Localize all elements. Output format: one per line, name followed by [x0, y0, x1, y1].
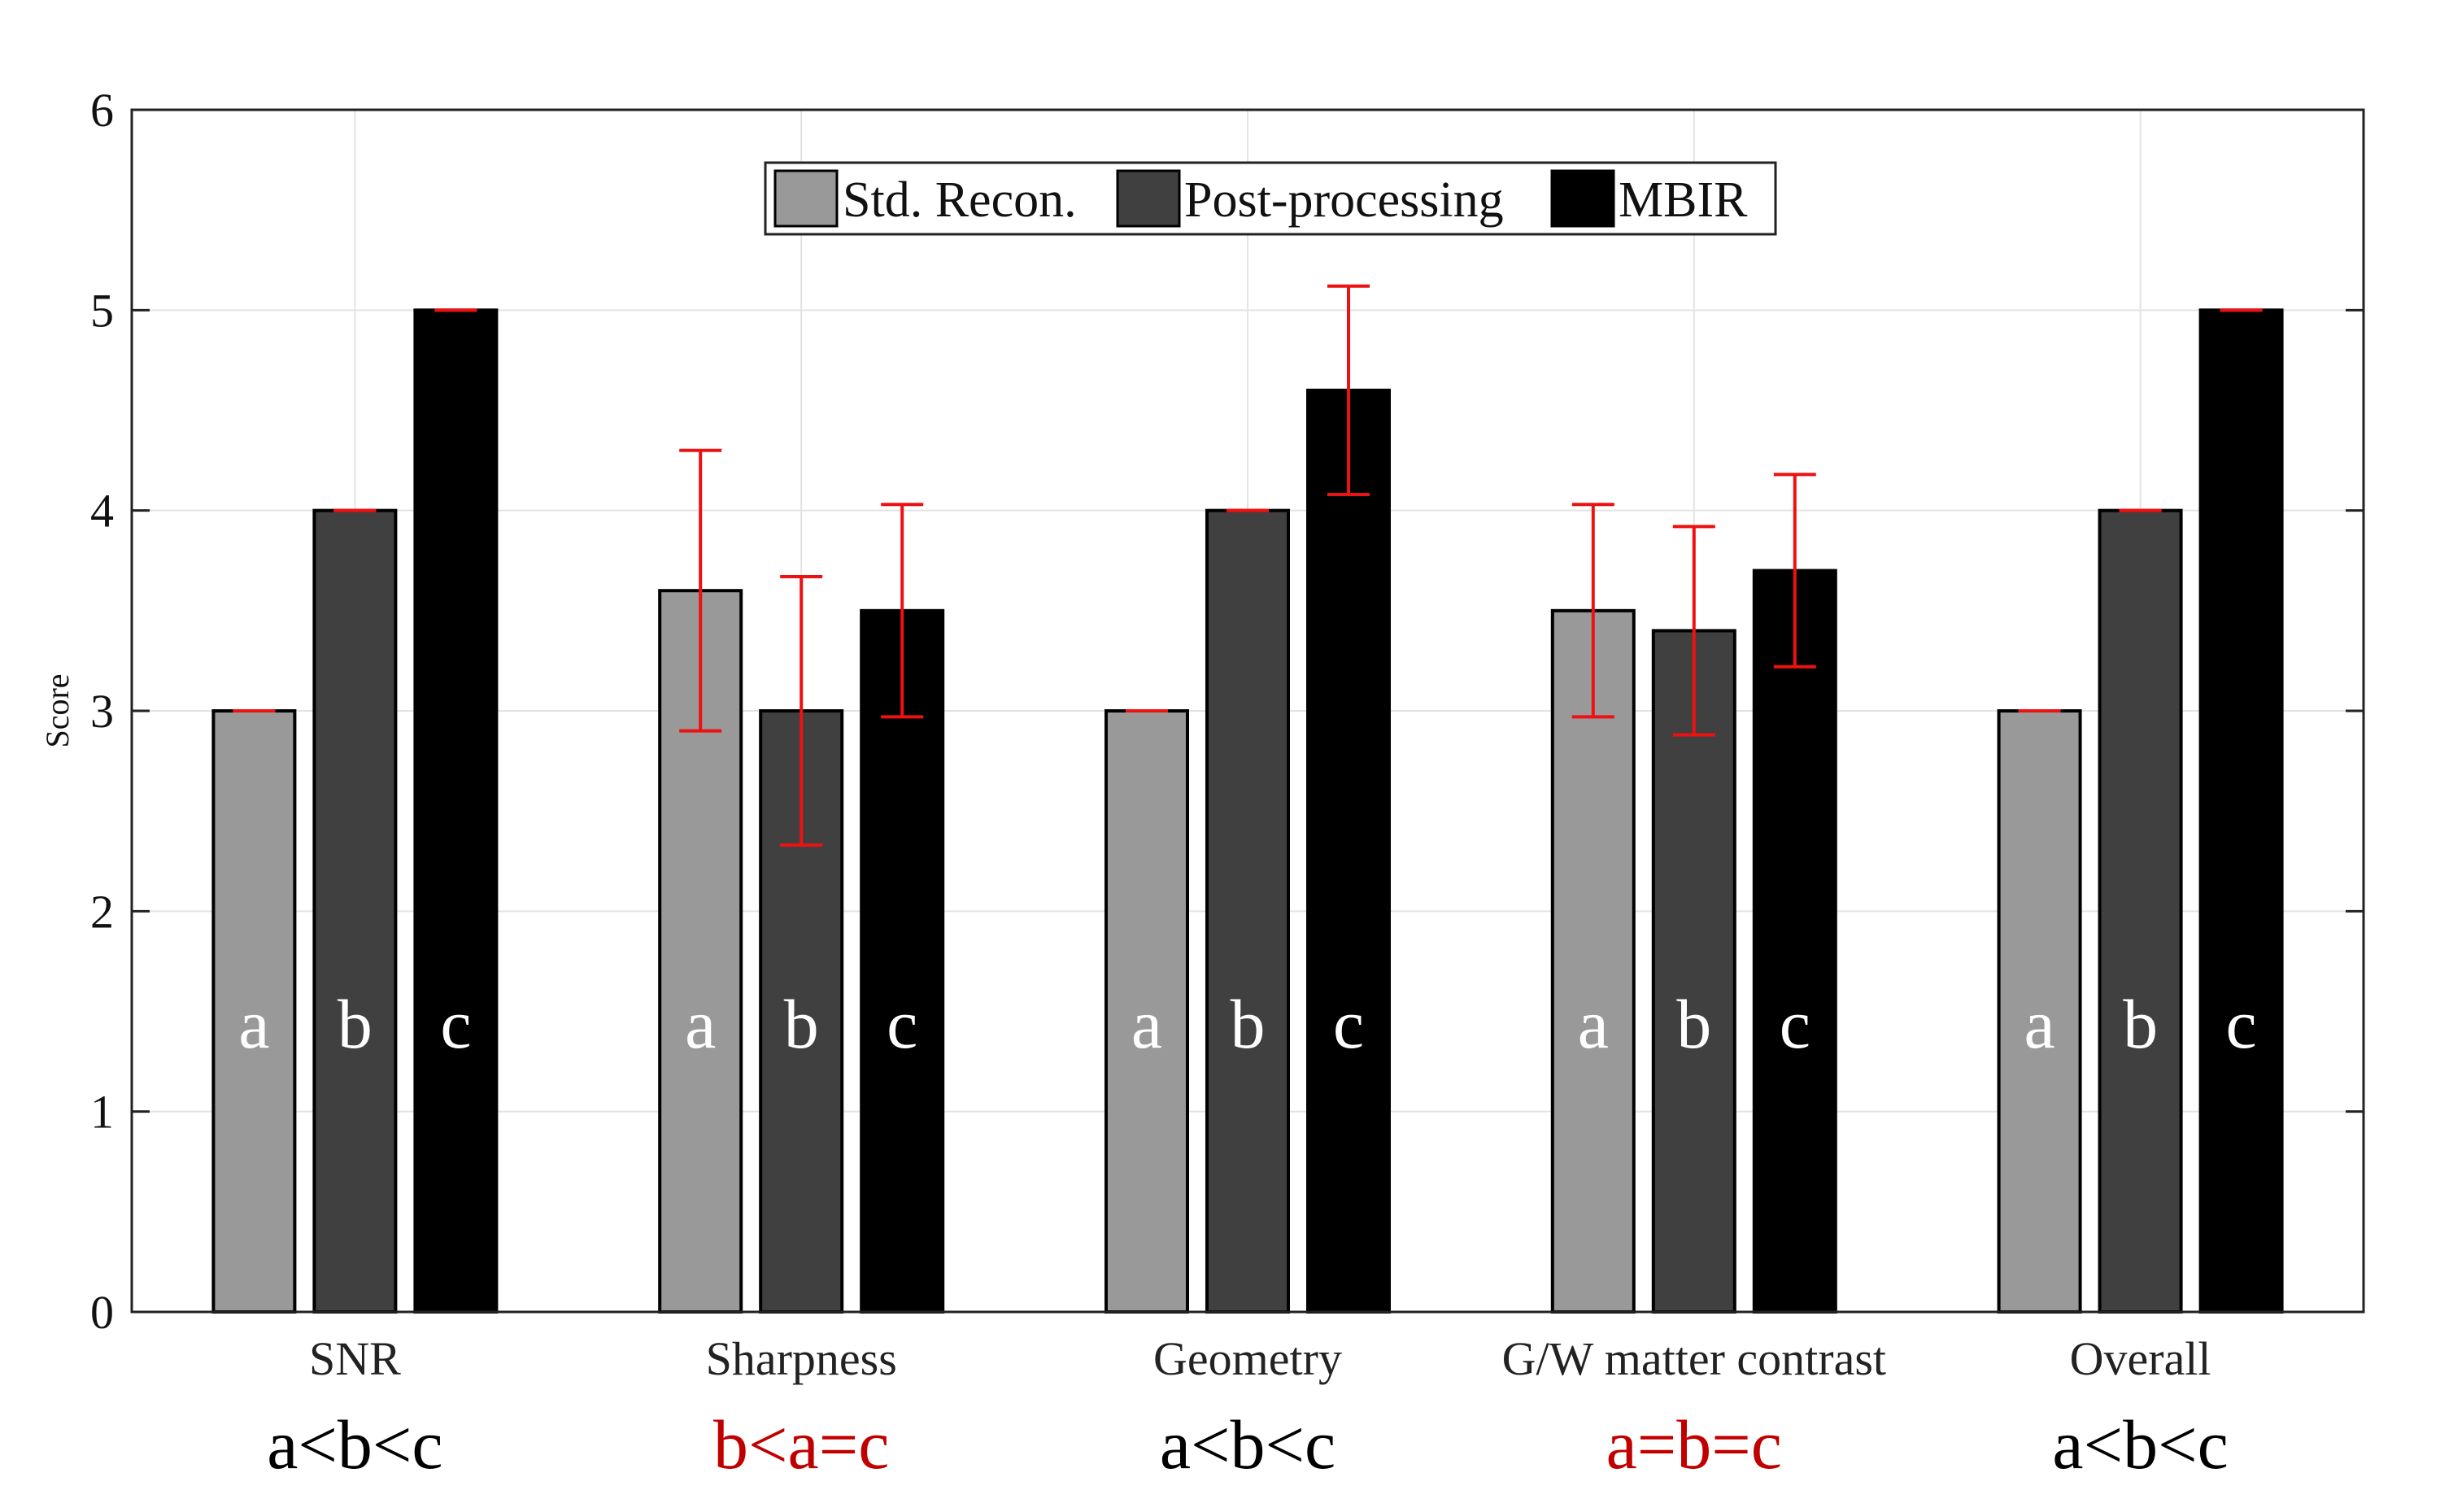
- legend-swatch-std-recon-: [773, 169, 839, 228]
- bar-letter-label: c: [887, 985, 917, 1063]
- significance-label: a<b<c: [2052, 1405, 2228, 1484]
- y-tick-label: 4: [90, 485, 114, 538]
- bar-letter-label: b: [2123, 985, 2158, 1063]
- bar-std-recon--4: [1997, 709, 2082, 1314]
- significance-label: a<b<c: [1160, 1405, 1335, 1484]
- significance-label: a=b=c: [1606, 1405, 1782, 1484]
- legend-entry-label: Post-processing: [1184, 172, 1504, 228]
- bar-std-recon--0: [211, 709, 297, 1314]
- y-tick-label: 1: [90, 1086, 114, 1139]
- y-tick-label: 3: [90, 685, 114, 738]
- bar-post-processing-4: [2098, 508, 2183, 1314]
- legend-entry-label: MBIR: [1619, 172, 1748, 228]
- significance-label: a<b<c: [267, 1405, 442, 1484]
- x-tick-label: Overall: [2070, 1332, 2211, 1385]
- bar-post-processing-0: [312, 508, 398, 1314]
- x-tick-label: G/W matter contrast: [1502, 1332, 1886, 1385]
- bar-letter-label: a: [238, 985, 269, 1063]
- x-tick-label: Geometry: [1153, 1332, 1342, 1385]
- bar-mbir-0: [413, 308, 499, 1314]
- y-axis-label: Score: [39, 673, 76, 747]
- bar-letter-label: c: [1780, 985, 1810, 1063]
- bar-letter-label: b: [784, 985, 819, 1063]
- bar-mbir-1: [860, 608, 945, 1314]
- bar-letter-label: a: [685, 985, 716, 1063]
- bar-std-recon--3: [1550, 608, 1636, 1314]
- y-tick-label: 5: [90, 284, 114, 337]
- bar-letter-label: b: [1676, 985, 1711, 1063]
- y-tick-label: 2: [90, 885, 114, 938]
- legend-swatch-post-processing: [1116, 169, 1181, 228]
- bar-std-recon--2: [1105, 709, 1189, 1314]
- bar-letter-label: b: [1231, 985, 1266, 1063]
- legend-swatch-mbir: [1550, 169, 1615, 228]
- bar-mbir-3: [1752, 569, 1837, 1314]
- x-tick-label: SNR: [309, 1332, 401, 1385]
- bar-letter-label: c: [1333, 985, 1364, 1063]
- x-tick-label: Sharpness: [706, 1332, 897, 1385]
- bar-post-processing-2: [1205, 508, 1290, 1314]
- y-tick-label: 0: [90, 1286, 114, 1339]
- bar-letter-label: c: [440, 985, 471, 1063]
- legend-entry-label: Std. Recon.: [843, 172, 1077, 228]
- bar-mbir-4: [2198, 308, 2284, 1314]
- bar-letter-label: a: [2024, 985, 2055, 1063]
- bar-letter-label: a: [1578, 985, 1609, 1063]
- bar-letter-label: c: [2226, 985, 2257, 1063]
- bar-letter-label: b: [338, 985, 373, 1063]
- bar-mbir-2: [1306, 388, 1391, 1314]
- bar-letter-label: a: [1131, 985, 1162, 1063]
- significance-label: b<a=c: [713, 1405, 889, 1484]
- y-tick-label: 6: [90, 84, 114, 137]
